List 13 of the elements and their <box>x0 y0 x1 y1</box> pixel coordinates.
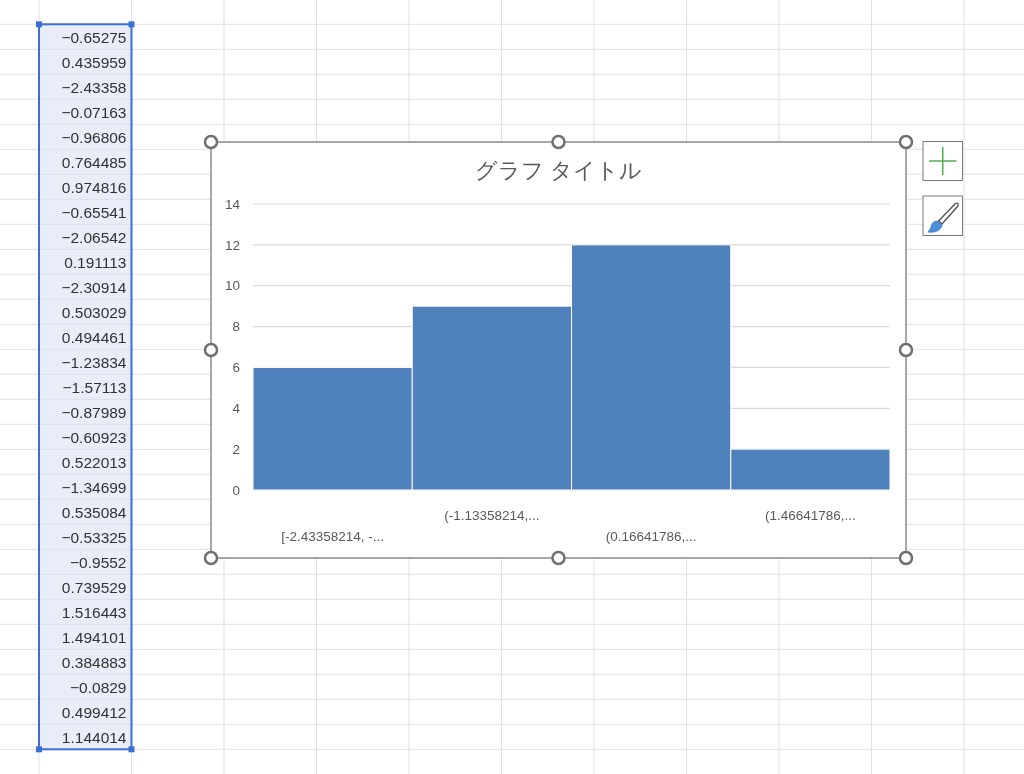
y-tick-label: 0 <box>232 482 240 498</box>
x-tick-label: (0.16641786,... <box>605 529 697 544</box>
y-tick-label: 8 <box>232 319 240 335</box>
y-tick-label: 2 <box>232 441 240 457</box>
x-tick-label: [-2.43358214, -... <box>281 529 385 544</box>
x-tick-label: (-1.13358214,... <box>444 508 540 523</box>
x-tick-label: (1.46641786,... <box>764 508 856 523</box>
y-tick-label: 14 <box>224 196 241 212</box>
chart-title: グラフ タイトル <box>474 158 643 183</box>
y-tick-label: 10 <box>224 278 240 294</box>
y-tick-label: 12 <box>224 237 240 253</box>
y-tick-label: 6 <box>232 360 240 376</box>
y-tick-label: 4 <box>232 401 241 417</box>
